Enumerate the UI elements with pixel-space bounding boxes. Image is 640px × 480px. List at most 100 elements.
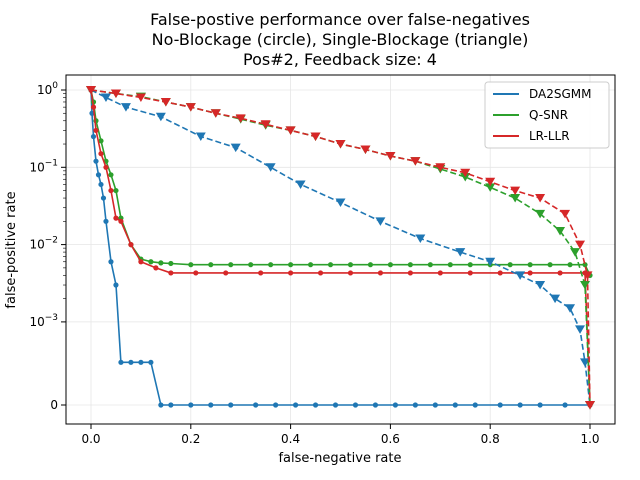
data-point-triangle (455, 248, 466, 257)
data-point (472, 402, 478, 408)
data-point-triangle (135, 93, 146, 102)
data-point (148, 259, 154, 265)
data-point-triangle (582, 271, 593, 280)
x-tick-label: 0.4 (281, 432, 300, 446)
data-point-triangle (570, 248, 581, 257)
data-point (228, 262, 234, 268)
y-axis-label: false-positive rate (4, 191, 19, 308)
data-point-triangle (580, 281, 591, 290)
data-point-triangle (585, 401, 595, 410)
data-point-triangle (295, 180, 306, 189)
data-point (432, 402, 438, 408)
data-point (562, 402, 568, 408)
data-point (407, 262, 413, 268)
data-point (317, 270, 324, 276)
data-point (113, 215, 119, 221)
data-point (100, 195, 107, 201)
data-point-triangle (335, 140, 346, 149)
data-point (168, 260, 174, 267)
data-point (497, 402, 503, 408)
data-point-triangle (110, 89, 121, 99)
data-point (158, 402, 164, 408)
data-point (90, 104, 97, 110)
data-point (168, 270, 174, 276)
y-tick-label: 0 (50, 398, 58, 412)
data-point (547, 262, 553, 268)
data-point-triangle (120, 103, 131, 112)
data-point (517, 402, 523, 408)
data-point-triangle (360, 145, 371, 154)
x-tick-label: 1.0 (580, 432, 599, 446)
data-point-triangle (285, 126, 296, 135)
data-point (292, 402, 299, 408)
data-point-triangle (235, 114, 246, 123)
legend-label: LR-LLR (529, 129, 570, 143)
data-point (427, 262, 433, 268)
data-point (138, 359, 144, 365)
data-point (188, 402, 194, 408)
data-point (128, 242, 134, 248)
data-point (407, 270, 413, 276)
data-point-triangle (575, 325, 586, 334)
data-point-triangle (550, 294, 561, 304)
data-point (307, 262, 314, 268)
data-point (452, 402, 458, 408)
data-point (113, 282, 119, 288)
x-tick-label: 0.0 (81, 432, 100, 446)
data-point (208, 402, 214, 408)
data-point (258, 270, 264, 276)
data-point (288, 270, 294, 276)
y-tick-label: 10−1 (29, 158, 58, 174)
data-point (332, 402, 339, 408)
data-point (312, 402, 319, 408)
data-point-triangle (100, 93, 111, 102)
title-line-3: Pos#2, Feedback size: 4 (243, 50, 437, 69)
data-point (347, 262, 354, 268)
x-axis-label: false-negative rate (278, 451, 401, 466)
data-point-triangle (385, 152, 396, 161)
title-line-2: No-Blockage (circle), Single-Blockage (t… (152, 30, 529, 49)
data-point-triangle (535, 209, 546, 219)
data-point-triangle (510, 194, 521, 203)
data-point-triangle (535, 281, 546, 290)
y-tick-label: 10−3 (29, 313, 58, 329)
data-point (153, 265, 159, 271)
data-point-triangle (510, 186, 521, 196)
chart-title: False-postive performance over false-neg… (150, 10, 530, 69)
data-point (567, 262, 573, 268)
data-point (372, 402, 379, 408)
data-point (467, 270, 473, 276)
data-point (223, 270, 229, 276)
data-point (90, 133, 97, 140)
data-point (248, 262, 254, 268)
data-point-triangle (335, 198, 346, 208)
data-point (93, 158, 99, 164)
data-point-triangle (210, 109, 221, 118)
data-point-triangle (565, 304, 576, 313)
data-point-triangle (375, 217, 386, 226)
data-point (273, 402, 279, 408)
data-point-triangle (555, 226, 566, 236)
data-point-triangle (485, 183, 496, 192)
data-point (527, 262, 533, 268)
legend-label: Q-SNR (529, 108, 568, 122)
data-point (95, 172, 102, 178)
data-point (98, 181, 104, 188)
data-point (193, 270, 199, 276)
data-point (377, 270, 384, 276)
legend-box (484, 81, 610, 149)
data-point (582, 262, 588, 268)
data-point (537, 402, 543, 408)
data-point (118, 218, 124, 224)
data-point-triangle (415, 234, 426, 243)
data-point (527, 270, 533, 276)
data-point (447, 262, 453, 268)
data-point-triangle (160, 97, 171, 107)
data-point (437, 270, 443, 276)
plot-series (86, 86, 595, 410)
x-tick-label: 0.8 (481, 432, 500, 446)
data-point (98, 138, 104, 144)
data-point (118, 359, 124, 365)
y-tick-label: 10−2 (29, 236, 58, 252)
